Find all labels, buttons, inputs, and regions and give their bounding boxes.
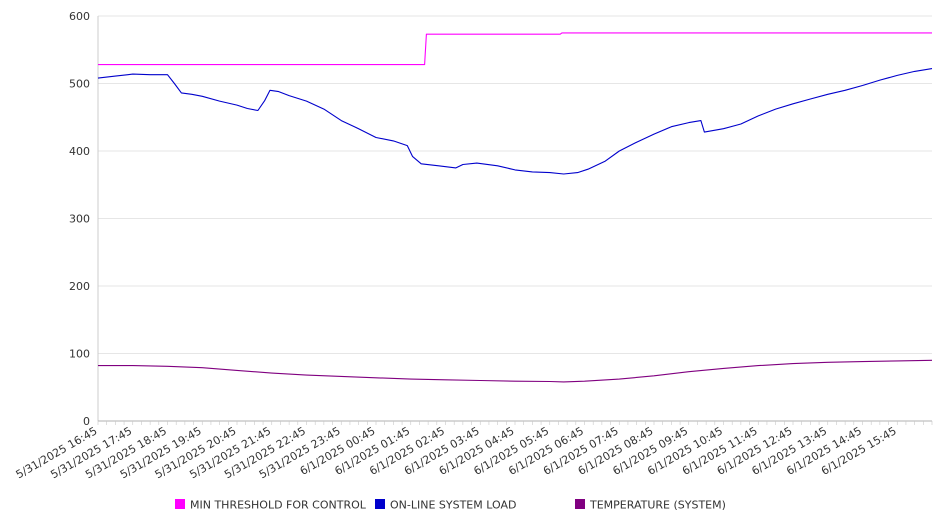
y-tick-label: 400 — [69, 145, 90, 158]
series-line-3 — [98, 359, 933, 383]
y-axis-tick-labels: 0 100 200 300 400 500 600 — [69, 10, 90, 428]
series-line-1 — [98, 32, 932, 66]
y-tick-label: 300 — [69, 213, 90, 226]
axes — [97, 16, 933, 425]
legend-swatch — [375, 499, 385, 509]
legend-label: ON-LINE SYSTEM LOAD — [390, 499, 516, 512]
legend-swatch — [575, 499, 585, 509]
legend: MIN THRESHOLD FOR CONTROL ON-LINE SYSTEM … — [175, 499, 726, 512]
y-tick-label: 500 — [69, 78, 90, 91]
legend-label: MIN THRESHOLD FOR CONTROL — [190, 499, 367, 512]
legend-swatch — [175, 499, 185, 509]
y-tick-label: 200 — [69, 280, 90, 293]
legend-label: TEMPERATURE (SYSTEM) — [589, 499, 726, 512]
y-tick-label: 600 — [69, 10, 90, 23]
gridlines — [98, 15, 932, 354]
y-tick-label: 0 — [83, 415, 90, 428]
series-line-2 — [97, 68, 933, 175]
series-lines — [97, 32, 933, 383]
x-axis-tick-labels: 5/31/2025 16:455/31/2025 17:455/31/2025 … — [14, 424, 899, 481]
y-tick-label: 100 — [69, 348, 90, 361]
